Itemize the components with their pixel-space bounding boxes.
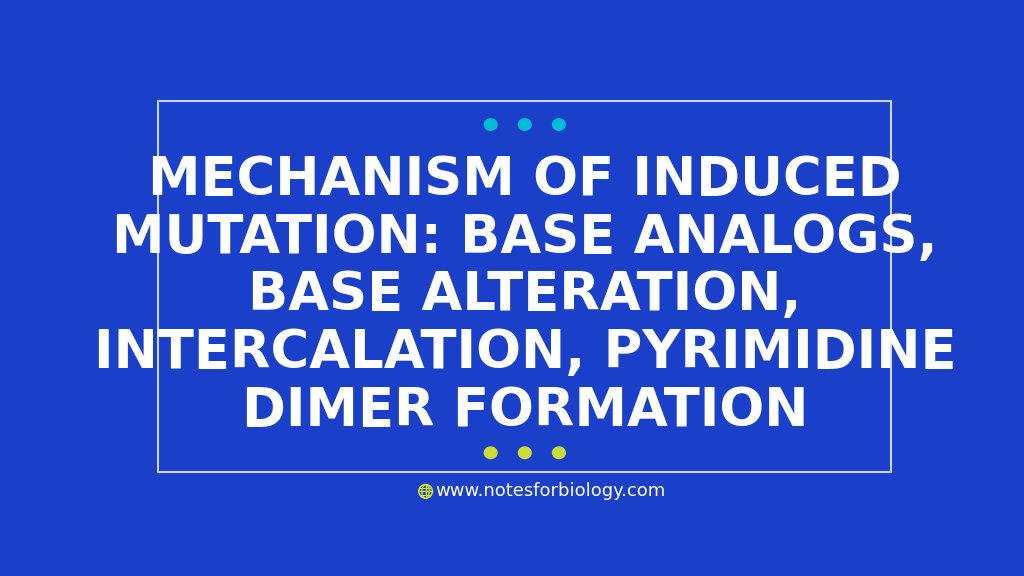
Text: www.notesforbiology.com: www.notesforbiology.com — [435, 482, 666, 501]
Ellipse shape — [553, 447, 565, 458]
Ellipse shape — [518, 447, 531, 458]
Ellipse shape — [484, 119, 497, 130]
Text: INTERCALATION, PYRIMIDINE: INTERCALATION, PYRIMIDINE — [93, 327, 956, 379]
FancyBboxPatch shape — [158, 101, 892, 472]
Ellipse shape — [518, 119, 531, 130]
Text: DIMER FORMATION: DIMER FORMATION — [242, 385, 808, 437]
Text: BASE ALTERATION,: BASE ALTERATION, — [248, 270, 802, 321]
Ellipse shape — [484, 447, 497, 458]
Text: MECHANISM OF INDUCED: MECHANISM OF INDUCED — [148, 154, 901, 206]
Ellipse shape — [553, 119, 565, 130]
Text: MUTATION: BASE ANALOGS,: MUTATION: BASE ANALOGS, — [112, 211, 938, 264]
